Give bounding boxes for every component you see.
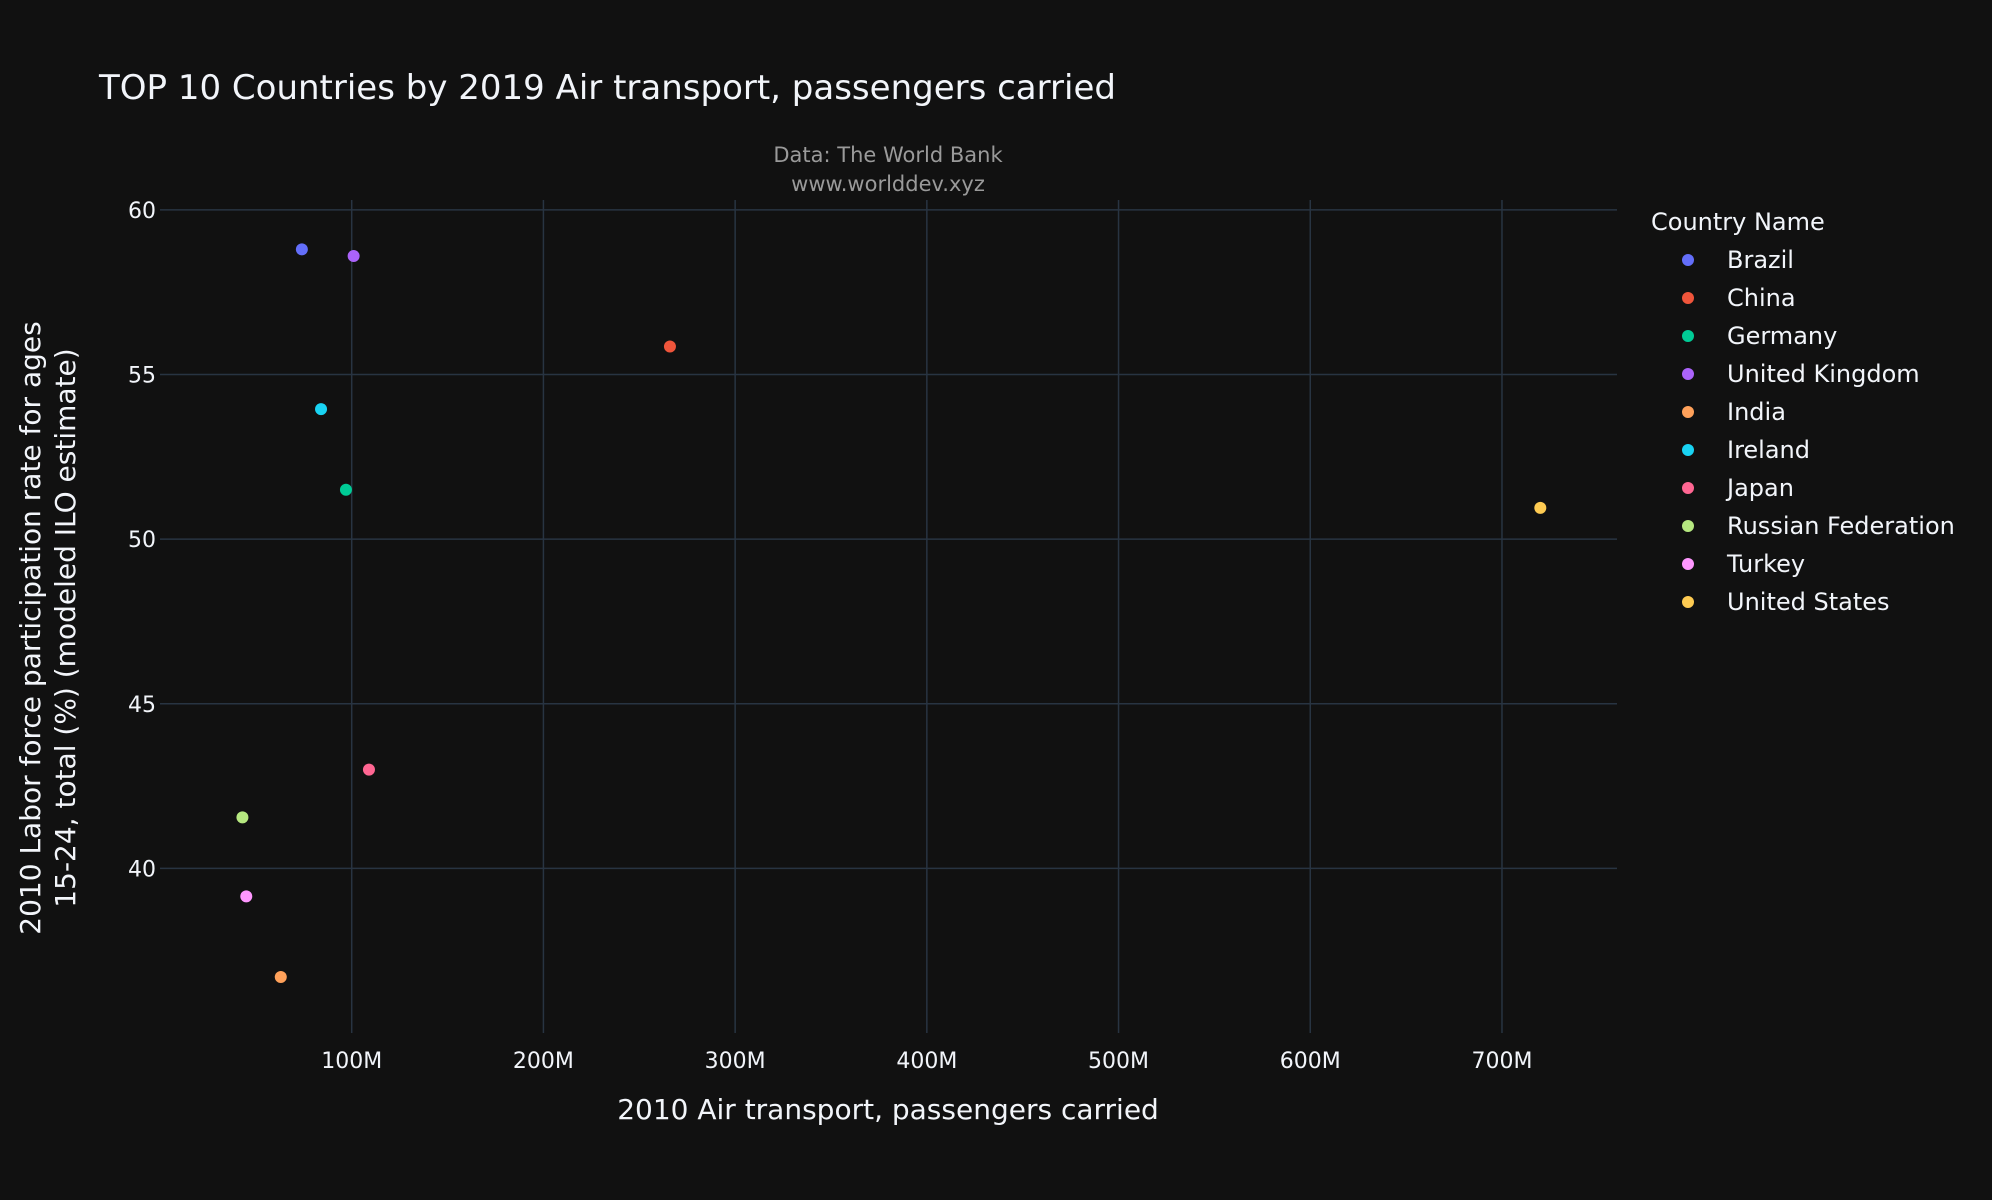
legend-marker	[1682, 292, 1694, 304]
data-point[interactable]	[274, 971, 287, 984]
legend-marker	[1682, 558, 1694, 570]
data-point[interactable]	[1534, 501, 1547, 514]
y-tick-label: 40	[128, 857, 156, 882]
legend-marker	[1682, 330, 1694, 342]
source-line-2: www.worlddev.xyz	[791, 172, 985, 196]
data-point[interactable]	[362, 763, 375, 776]
legend-marker	[1682, 406, 1694, 418]
legend-item-label[interactable]: Germany	[1727, 322, 1837, 350]
x-tick-label: 600M	[1280, 1049, 1341, 1074]
plot-area: 100M 200M 300M 400M 500M 600M 700M 40 45 50 55 60	[128, 199, 1617, 1074]
legend-marker	[1682, 368, 1694, 380]
x-tick-label: 400M	[896, 1049, 957, 1074]
source-line-1: Data: The World Bank	[773, 143, 1003, 167]
x-tick-label: 200M	[513, 1049, 574, 1074]
y-tick-label: 45	[128, 693, 156, 718]
legend-marker	[1682, 520, 1694, 532]
legend: Country Name Brazil China Germany United Ki…	[1651, 208, 1955, 616]
data-point[interactable]	[315, 403, 328, 416]
data-point[interactable]	[236, 811, 249, 824]
legend-title: Country Name	[1651, 208, 1825, 236]
legend-marker	[1682, 596, 1694, 608]
chart-title: TOP 10 Countries by 2019 Air transport, …	[98, 68, 1116, 108]
legend-item-label[interactable]: Brazil	[1727, 246, 1794, 274]
x-tick-label: 300M	[705, 1049, 766, 1074]
legend-item-label[interactable]: Russian Federation	[1727, 512, 1955, 540]
legend-item-label[interactable]: Ireland	[1727, 436, 1810, 464]
legend-marker	[1682, 444, 1694, 456]
y-tick-label: 60	[128, 199, 156, 224]
x-tick-label: 700M	[1471, 1049, 1532, 1074]
legend-item-label[interactable]: India	[1727, 398, 1786, 426]
x-tick-label: 100M	[321, 1049, 382, 1074]
y-axis-title-line-2: 15-24, total (%) (modeled ILO estimate)	[49, 348, 82, 907]
legend-items: Brazil China Germany United Kingdom India Ire…	[1682, 246, 1955, 616]
data-point[interactable]	[347, 249, 360, 262]
x-gridlines	[350, 200, 1503, 1033]
y-axis-title-line-1: 2010 Labor force participation rate for …	[14, 321, 47, 934]
data-point[interactable]	[240, 890, 253, 903]
data-point[interactable]	[339, 483, 352, 496]
data-point[interactable]	[663, 340, 676, 353]
y-tick-label: 55	[128, 364, 156, 389]
data-point[interactable]	[295, 243, 308, 256]
y-axis-title: 2010 Labor force participation rate for …	[14, 321, 82, 934]
legend-marker	[1682, 254, 1694, 266]
x-axis-ticks: 100M 200M 300M 400M 500M 600M 700M	[321, 1049, 1532, 1074]
data-points	[236, 243, 1547, 984]
legend-item-label[interactable]: United Kingdom	[1727, 360, 1920, 388]
legend-item-label[interactable]: United States	[1727, 588, 1890, 616]
y-axis-ticks: 40 45 50 55 60	[128, 199, 156, 882]
y-tick-label: 50	[128, 528, 156, 553]
x-tick-label: 500M	[1088, 1049, 1149, 1074]
x-axis-title: 2010 Air transport, passengers carried	[617, 1093, 1159, 1126]
legend-item-label[interactable]: Japan	[1725, 474, 1794, 502]
y-gridlines	[160, 209, 1617, 870]
legend-item-label[interactable]: China	[1727, 284, 1796, 312]
legend-item-label[interactable]: Turkey	[1726, 550, 1805, 578]
legend-marker	[1682, 482, 1694, 494]
